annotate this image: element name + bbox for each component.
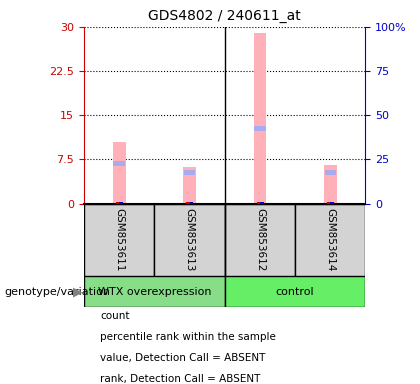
Bar <box>84 204 155 276</box>
Bar <box>184 170 195 175</box>
Text: percentile rank within the sample: percentile rank within the sample <box>100 332 276 342</box>
Bar <box>155 204 225 276</box>
Bar <box>225 204 295 276</box>
Bar <box>295 204 365 276</box>
Bar <box>119 202 123 204</box>
Bar <box>254 126 265 131</box>
Text: control: control <box>276 287 314 297</box>
Bar <box>189 202 193 204</box>
Text: count: count <box>100 311 129 321</box>
Text: genotype/variation: genotype/variation <box>4 287 110 297</box>
Bar <box>330 202 334 204</box>
Bar <box>327 202 333 204</box>
Text: WTX overexpression: WTX overexpression <box>97 287 211 297</box>
Text: GSM853612: GSM853612 <box>255 208 265 272</box>
Bar <box>113 142 126 204</box>
Bar <box>260 202 264 204</box>
Text: GSM853613: GSM853613 <box>184 208 194 272</box>
Text: value, Detection Call = ABSENT: value, Detection Call = ABSENT <box>100 353 265 363</box>
Bar <box>116 202 122 204</box>
Text: rank, Detection Call = ABSENT: rank, Detection Call = ABSENT <box>100 374 260 384</box>
Bar <box>324 165 336 204</box>
Bar <box>183 167 196 204</box>
Bar <box>186 202 193 204</box>
Bar <box>113 161 125 166</box>
Title: GDS4802 / 240611_at: GDS4802 / 240611_at <box>148 9 301 23</box>
Bar <box>254 33 266 204</box>
Text: GSM853614: GSM853614 <box>325 208 335 272</box>
Bar <box>325 170 336 175</box>
Bar <box>84 276 225 307</box>
Text: GSM853611: GSM853611 <box>114 208 124 272</box>
Bar <box>257 202 263 204</box>
Bar <box>225 276 365 307</box>
Text: ▶: ▶ <box>73 285 82 298</box>
